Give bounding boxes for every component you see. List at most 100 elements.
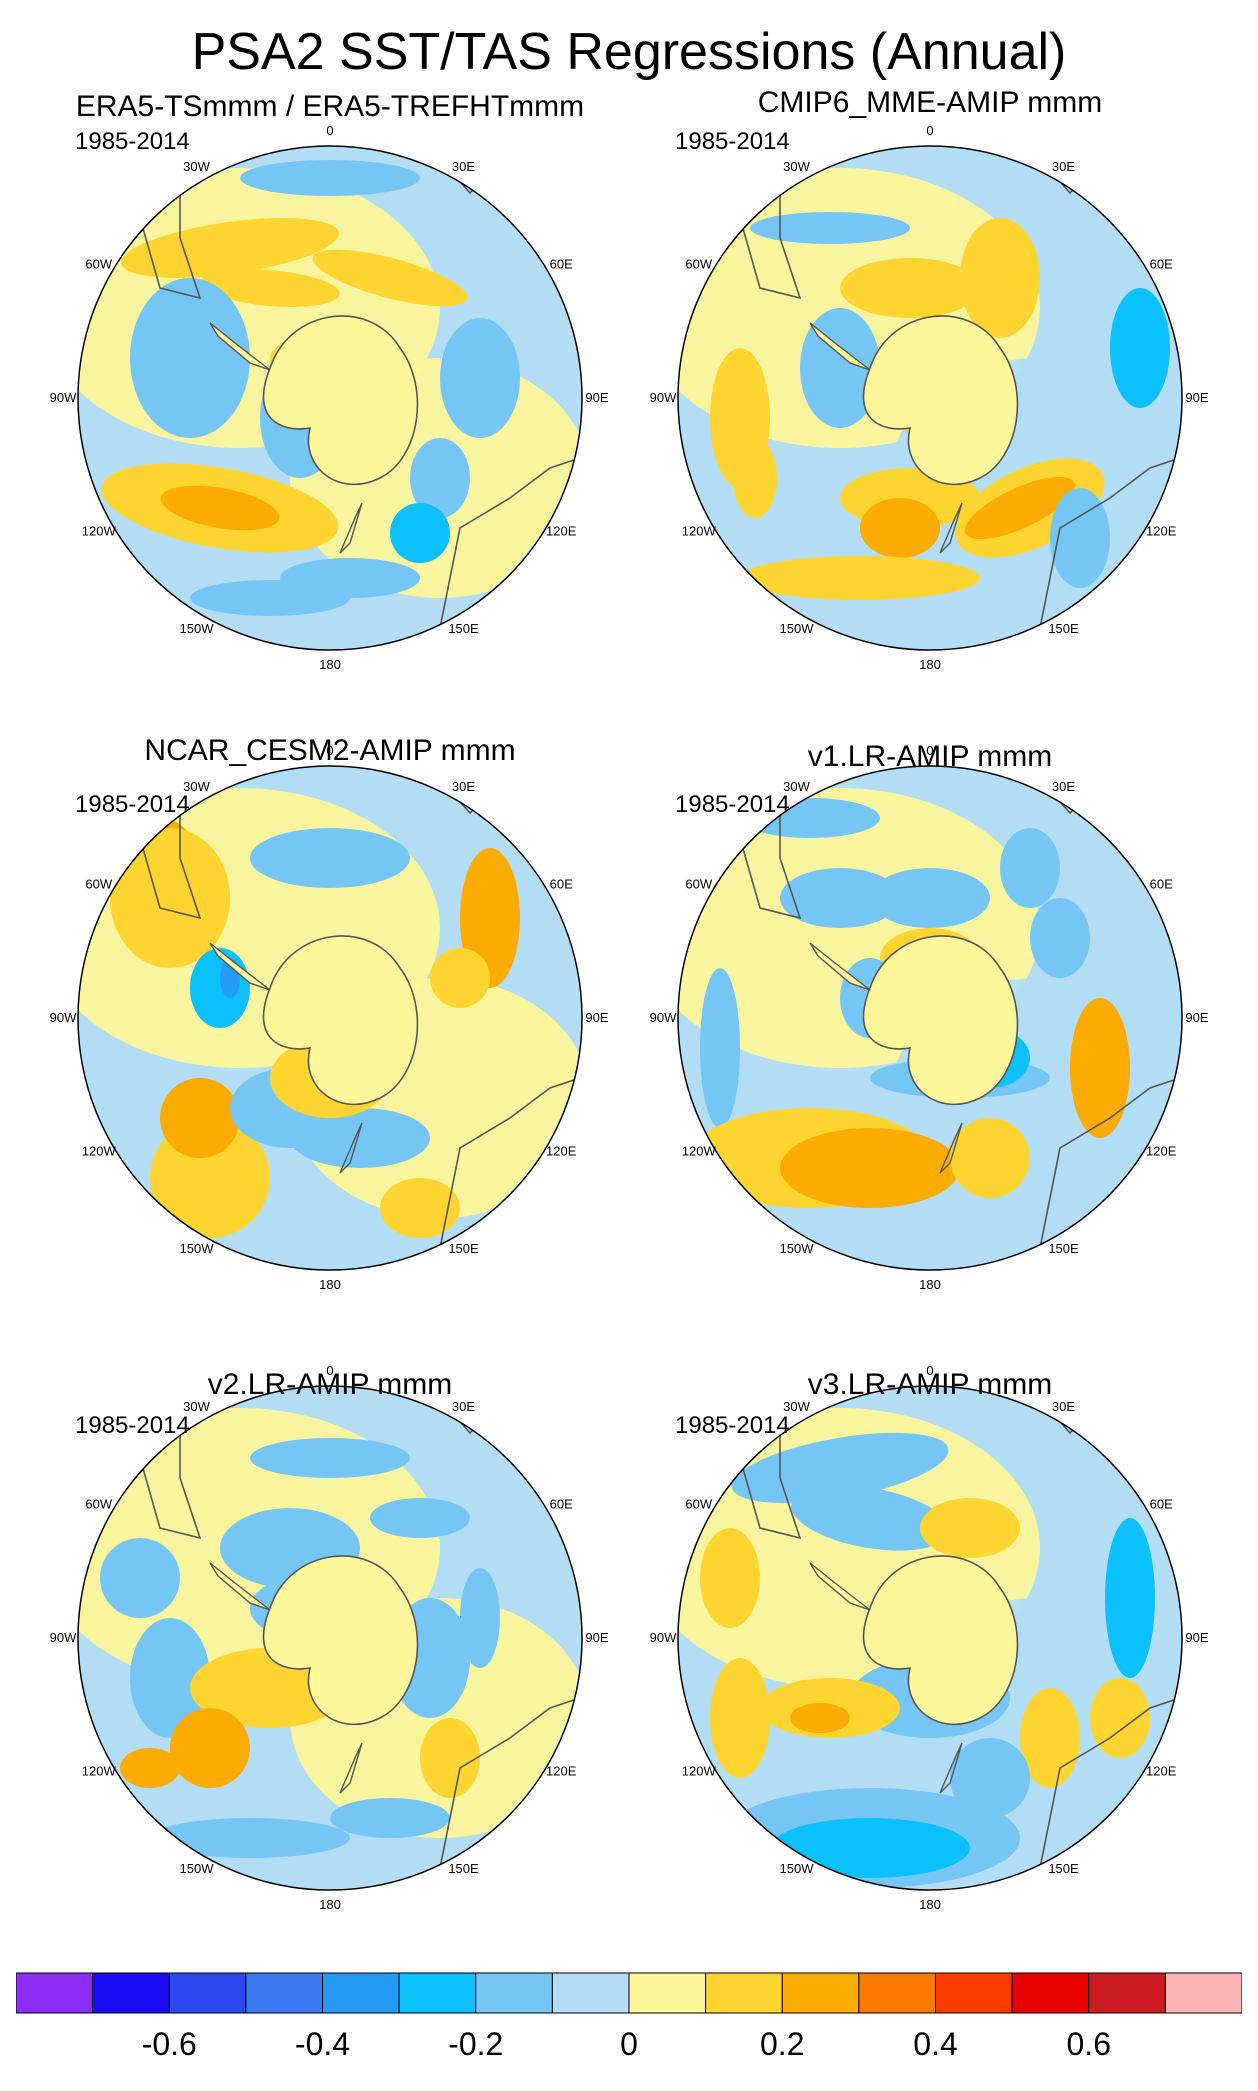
panel-title: CMIP6_MME-AMIP mmm [757,86,1103,119]
field-patch [920,1498,1020,1558]
australia-outline [438,456,582,630]
colorbar-bin [935,1972,1013,2014]
longitude-label: 30W [183,159,210,174]
polar-map: 0 30E 60E 90E 120E 150E 180 150W 120W 90W 60W 30W [650,743,1209,1292]
field-patch [1090,1678,1150,1758]
longitude-label: 120E [1146,1764,1177,1779]
longitude-label: 30W [783,1399,810,1414]
colorbar-bin [245,1972,323,2014]
longitude-label: 60E [1150,1497,1173,1512]
longitude-label: 120W [682,524,717,539]
longitude-label: 30W [183,779,210,794]
longitude-label: 150W [780,621,815,636]
colorbar-bin [858,1972,936,2014]
antarctica-outline [262,315,419,486]
panel-cmip6: 0 30E 60E 90E 120E 150E 180 150W 120W 90W 60W 30W C… [620,86,1240,706]
australia-outline [1038,1076,1182,1250]
field-patch [130,278,250,438]
longitude-label: 60W [685,257,712,272]
field-patch [1070,998,1130,1138]
longitude-label: 90W [50,1630,77,1645]
field-patch [440,318,520,438]
longitude-label: 180 [319,657,341,672]
panel-cesm2: 0 30E 60E 90E 120E 150E 180 150W 120W 90W 60W 30W N… [20,706,640,1326]
field-patch [370,1498,470,1538]
panel-title: v1.LR-AMIP mmm [807,740,1053,773]
panel-title: ERA5-TSmmm / ERA5-TREFHTmmm [75,90,585,123]
field-patch [150,1818,350,1858]
field-patch [160,485,280,531]
longitude-label: 30E [452,159,475,174]
new-zealand-outline [339,502,363,554]
colorbar-bin [92,1972,170,2014]
longitude-label: 150E [448,621,479,636]
new-zealand-outline [339,1742,363,1794]
longitude-label: 120W [682,1144,717,1159]
field-patch [160,1078,240,1158]
longitude-label: 90E [1185,1630,1208,1645]
map-border [77,765,583,1271]
panel-era5: 0 30E 60E 90E 120E 150E 180 150W 120W 90W 60W 30W E… [20,86,640,706]
longitude-label: 30W [783,779,810,794]
longitude-label: 30E [1052,1399,1075,1414]
longitude-label: 30W [783,159,810,174]
longitude-label: 150E [1048,1861,1079,1876]
field-patch [460,1568,500,1668]
colorbar-tick-label: 0.4 [913,2026,958,2062]
field-patch [410,438,470,518]
polar-map: 0 30E 60E 90E 120E 150E 180 150W 120W 90W 60W 30W [650,123,1209,672]
colorbar-bin [16,1972,94,2014]
field-patch [250,828,410,888]
longitude-label: 60E [1150,877,1173,892]
field-patch [1020,1688,1080,1788]
panel-period: 1985-2014 [675,1412,790,1439]
longitude-label: 180 [919,1897,941,1912]
field-patch [960,218,1040,338]
field-patch [700,1528,760,1628]
peninsula-outline [809,1562,871,1611]
field-patch [312,249,468,307]
longitude-label: 120W [82,1144,117,1159]
longitude-label: 90E [585,1630,608,1645]
field-patch [330,1798,450,1838]
longitude-label: 150W [180,621,215,636]
field-patch [791,1485,949,1551]
field-patch [190,580,350,616]
field-patch [733,438,777,518]
polar-map: 0 30E 60E 90E 120E 150E 180 150W 120W 90W 60W 30W [50,123,609,672]
longitude-label: 150W [180,1861,215,1876]
panel-v3lr: 0 30E 60E 90E 120E 150E 180 150W 120W 90W 60W 30W v… [620,1326,1240,1946]
longitude-label: 60W [85,1497,112,1512]
field-patch [840,258,980,318]
field-patch [100,1538,180,1618]
longitude-label: 180 [919,657,941,672]
field-patch [950,1118,1030,1198]
colorbar-tick-label: 0.6 [1066,2026,1111,2062]
figure-title: PSA2 SST/TAS Regressions (Annual) [191,23,1067,81]
colorbar-bin [781,1972,860,2014]
antarctica-outline [262,1555,419,1726]
map-border [677,145,1183,651]
field-patch [700,968,740,1128]
longitude-label: 0 [326,743,333,758]
longitude-label: 90W [650,1010,677,1025]
longitude-label: 150W [780,1241,815,1256]
peninsula-outline [209,1562,271,1611]
panel-v1lr: 0 30E 60E 90E 120E 150E 180 150W 120W 90W 60W 30W v… [620,706,1240,1326]
field-patch [240,160,420,196]
longitude-label: 120E [1146,524,1177,539]
longitude-label: 90W [50,390,77,405]
map-border [677,765,1183,1271]
field-patch [1105,1518,1155,1678]
field-patch [710,1658,770,1778]
longitude-label: 120E [546,1764,577,1779]
longitude-label: 120E [546,1144,577,1159]
field-patch [1050,488,1110,588]
field-patch [870,868,990,928]
colorbar [16,1972,1242,2014]
antarctica-outline [262,935,419,1106]
field-patch [190,948,250,1028]
colorbar-tick-label: 0.2 [760,2026,805,2062]
colorbar-bin [168,1972,247,2014]
new-zealand-outline [339,1122,363,1174]
